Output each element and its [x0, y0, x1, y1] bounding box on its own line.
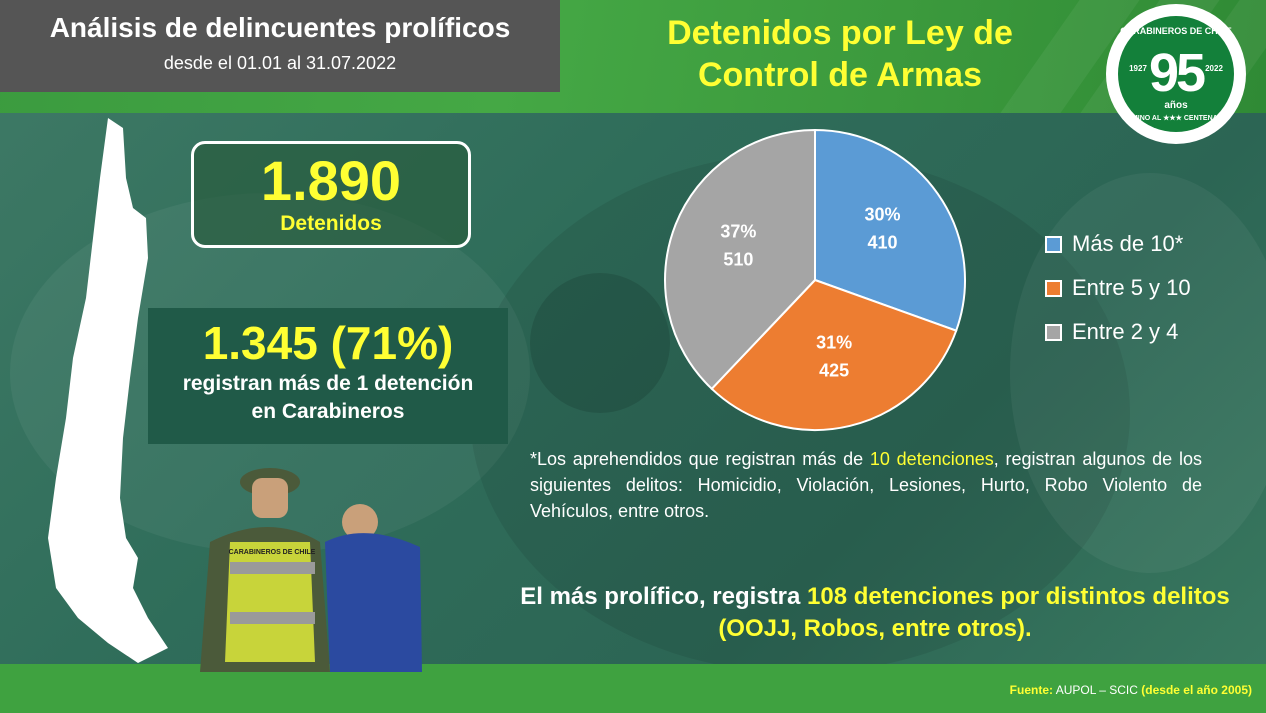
logo-number: 95	[1148, 43, 1206, 103]
chart-title-line1: Detenidos por Ley de	[667, 14, 1013, 52]
source-label: Fuente:	[1009, 683, 1054, 697]
logo-year-right: 2022	[1205, 64, 1223, 73]
footnote-suffix: , registran algunos de los siguientes de…	[530, 449, 1202, 521]
pie-percent-label: 37%	[720, 221, 756, 241]
legend-label: Entre 2 y 4	[1072, 319, 1179, 344]
repeat-detainees-label-1: registran más de 1 detención	[182, 372, 474, 395]
legend-item: Entre 2 y 4	[1045, 310, 1191, 354]
footnote: *Los aprehendidos que registran más de 1…	[530, 446, 1202, 524]
pie-value-label: 410	[867, 233, 897, 253]
source-credit: Fuente: AUPOL – SCIC (desde el año 2005)	[1010, 683, 1252, 697]
legend-label: Más de 10*	[1072, 231, 1184, 256]
chart-legend: Más de 10* Entre 5 y 10 Entre 2 y 4	[1045, 222, 1191, 354]
legend-item: Más de 10*	[1045, 222, 1191, 266]
officer-photo: CARABINEROS DE CHILE	[200, 468, 422, 672]
most-prolific-note: El más prolífico, registra 108 detencion…	[520, 581, 1230, 645]
chile-map-icon	[48, 118, 168, 663]
legend-swatch	[1045, 279, 1062, 297]
logo-years: años	[1164, 100, 1188, 111]
bottom-banner	[0, 664, 1266, 713]
pie-slice	[710, 278, 958, 431]
chart-title: Detenidos por Ley de Control de Armas	[600, 12, 1080, 96]
pie-value-label: 510	[723, 249, 753, 269]
most-prolific-highlight: 108 detenciones por distintos delitos (O…	[718, 583, 1230, 642]
pie-percent-label: 30%	[864, 205, 900, 225]
pie-slice	[664, 128, 816, 391]
legend-swatch	[1045, 235, 1062, 253]
footnote-prefix: *Los aprehendidos que registran más de	[530, 449, 870, 469]
pie-chart: 30% 410 31% 425 37% 510	[664, 128, 966, 431]
pie-value-label: 425	[819, 360, 849, 380]
legend-label: Entre 5 y 10	[1072, 275, 1191, 300]
chart-title-line2: Control de Armas	[697, 56, 982, 94]
total-detainees-value: 1.890	[260, 149, 402, 212]
most-prolific-prefix: El más prolífico, registra	[520, 583, 807, 610]
total-detainees-box: 1.890 Detenidos	[191, 141, 471, 248]
footnote-highlight: 10 detenciones	[869, 449, 994, 469]
title-box: Análisis de delincuentes prolíficos desd…	[0, 0, 560, 92]
pie-slice	[814, 128, 966, 332]
page-title: Análisis de delincuentes prolíficos	[49, 12, 511, 43]
total-detainees-label: Detenidos	[280, 212, 382, 235]
source-value: AUPOL – SCIC	[1053, 683, 1142, 697]
source-note: (desde el año 2005)	[1141, 683, 1252, 697]
officer-vest-text: CARABINEROS DE CHILE	[229, 549, 316, 556]
logo-ring-bottom: CAMINO AL ★★★ CENTENARIO	[1121, 115, 1231, 122]
logo-ring-top: CARABINEROS DE CHILE	[1120, 26, 1232, 36]
anniversary-logo: CARABINEROS DE CHILE 95 1927 2022 años C…	[1106, 4, 1246, 144]
page-subtitle: desde el 01.01 al 31.07.2022	[163, 53, 397, 73]
repeat-detainees-box: 1.345 (71%) registran más de 1 detención…	[148, 308, 508, 444]
repeat-detainees-value: 1.345 (71%)	[202, 317, 454, 369]
repeat-detainees-label-2: en Carabineros	[251, 400, 405, 423]
logo-year-left: 1927	[1129, 64, 1147, 73]
legend-item: Entre 5 y 10	[1045, 266, 1191, 310]
legend-swatch	[1045, 323, 1062, 341]
pie-percent-label: 31%	[816, 332, 852, 352]
